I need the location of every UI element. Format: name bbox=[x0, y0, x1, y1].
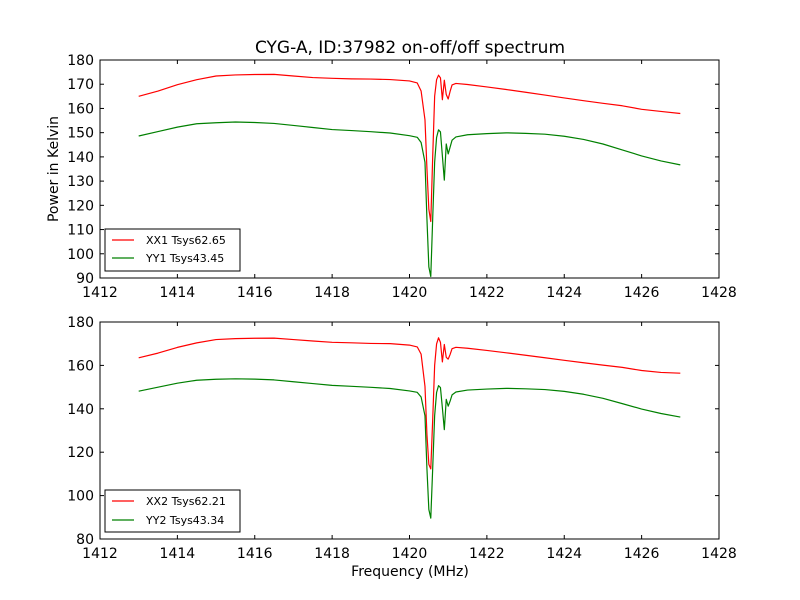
legend-label-xx1: XX1 Tsys62.65 bbox=[146, 234, 226, 247]
bottom-legend-box bbox=[104, 489, 241, 533]
y-tick-label: 180 bbox=[67, 53, 94, 69]
bottom-plot-frame bbox=[99, 321, 720, 540]
legend-label-yy2: YY2 Tsys43.34 bbox=[145, 514, 224, 527]
y-tick-label: 120 bbox=[67, 198, 94, 214]
y-tick-label: 150 bbox=[67, 126, 94, 142]
x-tick-label: 1422 bbox=[469, 546, 505, 562]
x-tick-label: 1414 bbox=[160, 285, 196, 301]
x-tick-label: 1424 bbox=[546, 546, 582, 562]
top-ticks-layer: 1412 1414 1416 1418 1420 1422 1424 1426 1428 90 10… bbox=[67, 53, 737, 301]
x-tick-label: 1428 bbox=[701, 546, 737, 562]
series-line-yy2-tsys43-34 bbox=[138, 378, 681, 519]
series-line-xx1-tsys62-65 bbox=[138, 73, 681, 223]
legend-label-yy1: YY1 Tsys43.45 bbox=[145, 252, 224, 265]
y-tick-label: 140 bbox=[67, 150, 94, 166]
y-tick-label: 100 bbox=[67, 247, 94, 263]
top-plot-frame bbox=[99, 59, 720, 279]
chart-title: CYG-A, ID:37982 on-off/off spectrum bbox=[255, 38, 565, 58]
y-tick-label: 170 bbox=[67, 77, 94, 93]
x-tick-label: 1420 bbox=[392, 546, 428, 562]
x-tick-label: 1418 bbox=[314, 285, 350, 301]
legend-label-xx2: XX2 Tsys62.21 bbox=[146, 495, 226, 508]
x-tick-label: 1426 bbox=[624, 285, 660, 301]
y-tick-label: 100 bbox=[67, 489, 94, 505]
x-tick-label: 1416 bbox=[237, 285, 273, 301]
y-tick-label: 90 bbox=[76, 271, 94, 287]
y-tick-label: 130 bbox=[67, 174, 94, 190]
x-tick-label: 1426 bbox=[624, 546, 660, 562]
x-tick-label: 1412 bbox=[82, 546, 118, 562]
top-legend-box bbox=[104, 228, 241, 272]
x-tick-label: 1416 bbox=[237, 546, 273, 562]
y-axis-label: Power in Kelvin bbox=[46, 116, 62, 222]
y-tick-label: 110 bbox=[67, 223, 94, 239]
bottom-series-layer bbox=[138, 337, 681, 519]
x-tick-label: 1424 bbox=[546, 285, 582, 301]
bottom-ticks-layer: 1412 1414 1416 1418 1420 1422 1424 1426 1428 80 10… bbox=[67, 315, 737, 562]
x-tick-label: 1420 bbox=[392, 285, 428, 301]
series-line-yy1-tsys43-45 bbox=[138, 121, 681, 278]
top-series-layer bbox=[138, 73, 681, 278]
top-panel: CYG-A, ID:37982 on-off/off spectrum Powe… bbox=[46, 38, 737, 301]
x-tick-label: 1414 bbox=[160, 546, 196, 562]
bottom-panel: Frequency (MHz) 1412 1414 1416 1418 1420 1422… bbox=[67, 315, 737, 580]
y-tick-label: 160 bbox=[67, 358, 94, 374]
y-tick-label: 80 bbox=[76, 532, 94, 548]
series-line-xx2-tsys62-21 bbox=[138, 337, 681, 470]
x-tick-label: 1412 bbox=[82, 285, 118, 301]
y-tick-label: 140 bbox=[67, 402, 94, 418]
y-tick-label: 160 bbox=[67, 101, 94, 117]
y-tick-label: 120 bbox=[67, 445, 94, 461]
x-tick-label: 1418 bbox=[314, 546, 350, 562]
top-legend: XX1 Tsys62.65 YY1 Tsys43.45 bbox=[104, 228, 241, 272]
x-tick-label: 1428 bbox=[701, 285, 737, 301]
y-tick-label: 180 bbox=[67, 315, 94, 331]
bottom-legend: XX2 Tsys62.21 YY2 Tsys43.34 bbox=[104, 489, 241, 533]
x-axis-label: Frequency (MHz) bbox=[351, 564, 469, 580]
x-tick-label: 1422 bbox=[469, 285, 505, 301]
